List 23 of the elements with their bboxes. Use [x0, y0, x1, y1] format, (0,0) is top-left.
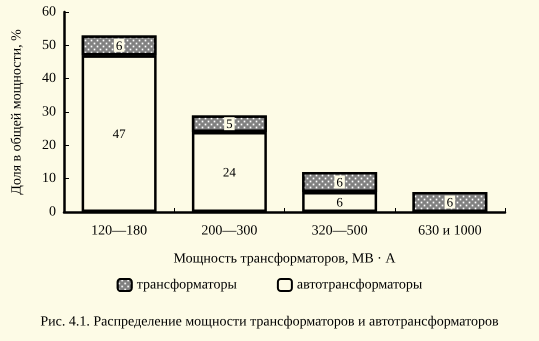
data-label: 6	[446, 194, 454, 210]
y-tick-label: 40	[42, 71, 56, 86]
y-tick-label: 0	[49, 204, 56, 220]
text: Рис. 4.1. Распределение мощности трансформаторов и автотрансформаторов	[40, 314, 500, 330]
x-axis-title: Мощность трансформаторов, МВ · А	[174, 252, 396, 266]
data-label: 6	[336, 174, 344, 190]
x-tick-label: 200—300	[201, 224, 258, 238]
y-tick-label: 30	[42, 104, 56, 120]
y-tick-label: 10	[42, 171, 56, 186]
legend-label: трансформаторы	[136, 278, 238, 292]
legend-label: автотрансформаторы	[296, 278, 423, 292]
data-label: 6	[116, 38, 123, 53]
data-label: 47	[112, 126, 126, 142]
y-tick-label: 20	[42, 138, 56, 153]
data-label: 24	[222, 164, 236, 180]
x-tick-label: 120—180	[91, 224, 148, 238]
y-tick-label: 60	[42, 4, 56, 20]
x-tick-label: 630 и 1000	[418, 224, 482, 238]
data-label: 5	[226, 116, 233, 132]
data-label: 6	[336, 194, 344, 210]
y-tick-label: 50	[42, 38, 56, 53]
x-tick-label: 320—500	[312, 224, 368, 238]
y-axis-title: Доля в общей мощности, %	[10, 28, 24, 195]
